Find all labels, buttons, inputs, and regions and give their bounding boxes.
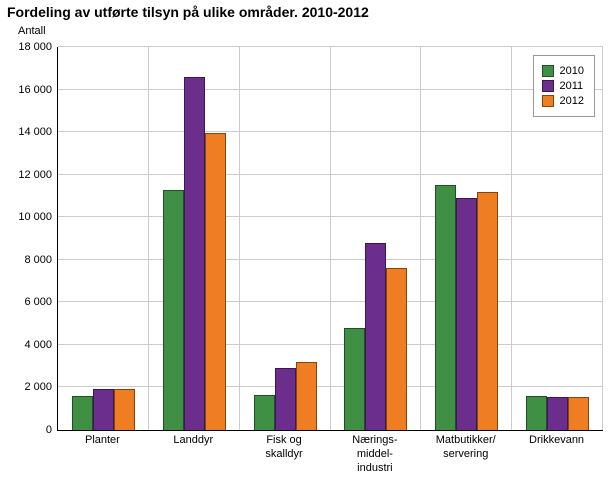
v-gridline [238,47,240,430]
y-axis-title: Antall [18,25,46,37]
plot-area: 2010 2011 2012 [57,46,603,431]
bar-2011 [365,242,387,430]
bar-2011 [92,388,114,430]
y-tick-label: 14 000 [18,126,52,139]
h-gridline [58,301,603,303]
bar-2010 [344,327,366,430]
x-tick-label: Landdyr [173,434,214,446]
bar-2011 [456,198,478,430]
h-gridline [58,88,603,90]
v-gridline [602,47,603,430]
bar-group [149,47,240,430]
h-gridline [58,131,603,133]
legend-label: 2012 [559,95,584,107]
bar-2012 [568,397,590,430]
x-tick-label: Fisk og skalldyr [265,434,303,460]
y-tick-label: 18 000 [18,41,52,53]
bar-2011 [183,76,205,430]
legend: 2010 2011 2012 [532,55,595,117]
chart-title: Fordeling av utførte tilsyn på ulike omr… [7,4,369,20]
bar-groups [58,47,603,430]
h-gridline [58,216,603,218]
bar-2011 [547,397,569,430]
bar-2012 [113,388,135,430]
v-gridline [420,47,422,430]
bar-group [240,47,331,430]
legend-swatch [541,80,554,92]
bar-group [512,47,603,430]
h-gridline [58,386,603,388]
bar-group [330,47,421,430]
x-tick-label: Nærings- middel- industri [352,434,398,474]
y-tick-label: 6 000 [24,296,52,309]
x-tick-label: Matbutikker/ servering [435,434,496,460]
bar-2012 [295,361,317,430]
bar-2010 [71,395,93,430]
bar-2011 [274,368,296,430]
bar-2010 [435,185,457,430]
h-gridline [58,173,603,175]
legend-swatch [541,95,554,107]
y-tick-label: 12 000 [18,168,52,181]
h-gridline [58,46,603,47]
bar-2010 [526,395,548,430]
y-tick-label: 10 000 [18,211,52,224]
y-tick-label: 16 000 [18,83,52,96]
x-axis-tick-labels: Planter Landdyr Fisk og skalldyr Nærings- m… [57,434,602,475]
x-tick-label: Planter [84,434,120,446]
y-tick-label: 0 [45,424,52,436]
v-gridline [329,47,331,430]
y-tick-label: 4 000 [24,338,52,351]
h-gridline [58,343,603,345]
y-axis-tick-labels: 0 2 000 4 000 6 000 8 000 10 000 12 000 14 000 1… [0,41,52,436]
legend-item: 2011 [541,80,584,92]
legend-item: 2012 [541,95,584,107]
h-gridline [58,258,603,260]
bar-2012 [477,191,499,430]
v-gridline [147,47,149,430]
x-tick-label: Drikkevann [529,434,585,446]
bar-2012 [204,133,226,430]
legend-item: 2010 [541,65,584,77]
legend-label: 2010 [559,65,584,77]
v-gridline [511,47,513,430]
y-tick-label: 2 000 [24,381,52,394]
legend-swatch [541,65,554,77]
y-tick-label: 8 000 [24,253,52,266]
bar-group [421,47,512,430]
bar-2012 [386,268,408,430]
bar-2010 [162,189,184,430]
bar-group [58,47,149,430]
bar-2010 [253,394,275,430]
legend-label: 2011 [559,80,584,92]
